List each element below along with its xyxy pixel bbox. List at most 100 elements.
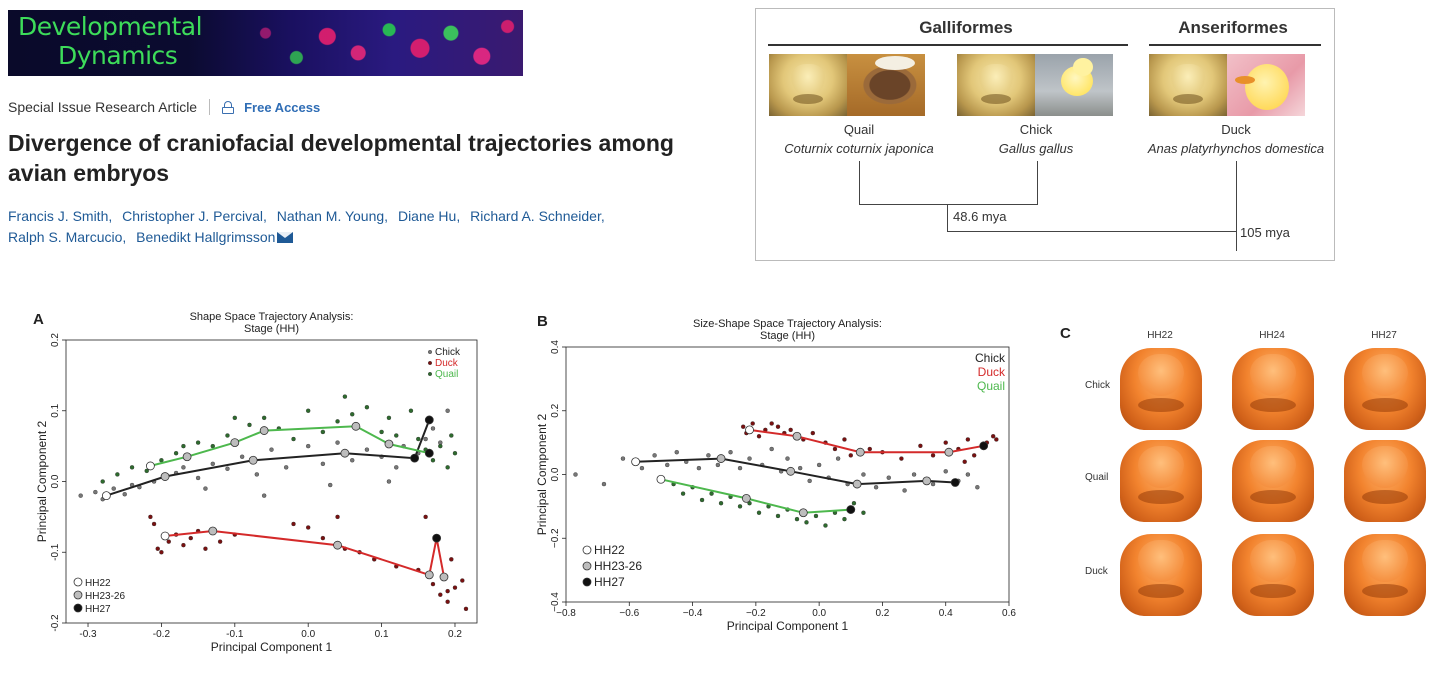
data-point-duck bbox=[445, 599, 450, 604]
data-point-chick bbox=[181, 465, 186, 470]
row-label: Duck bbox=[1085, 566, 1108, 577]
legend-marker bbox=[428, 371, 433, 376]
data-point-chick bbox=[807, 478, 812, 484]
data-point-quail bbox=[449, 433, 454, 438]
data-point-chick bbox=[430, 426, 436, 431]
data-point-duck bbox=[943, 440, 948, 445]
plot-frame bbox=[65, 339, 478, 624]
author-link[interactable]: Diane Hu, bbox=[397, 208, 461, 224]
data-point-duck bbox=[148, 514, 153, 520]
data-point-quail bbox=[709, 491, 714, 496]
legend-marker bbox=[428, 350, 433, 355]
column-label: HH24 bbox=[1259, 330, 1285, 341]
x-tick-label: 0.4 bbox=[939, 608, 953, 619]
data-point-duck bbox=[769, 421, 774, 426]
legend-label: Quail bbox=[435, 369, 458, 380]
data-point-quail bbox=[335, 419, 340, 424]
species-name-chick: Chick bbox=[1019, 122, 1053, 137]
data-point-duck bbox=[990, 434, 996, 439]
data-point-chick bbox=[706, 453, 711, 458]
chick-skull-image bbox=[957, 54, 1035, 116]
data-point-duck bbox=[810, 430, 816, 436]
author-list: Francis J. Smith, Christopher J. Perciva… bbox=[8, 206, 648, 248]
trajectory-line-chick bbox=[635, 457, 956, 486]
stage-marker bbox=[101, 491, 111, 501]
stage-marker bbox=[852, 479, 862, 489]
author-link[interactable]: Christopher J. Percival, bbox=[122, 208, 267, 224]
order-label-galliformes: Galliformes bbox=[919, 18, 1013, 37]
data-point-duck bbox=[430, 581, 436, 587]
data-point-chick bbox=[769, 446, 774, 452]
data-point-chick bbox=[861, 472, 866, 477]
stage-marker bbox=[340, 448, 350, 458]
data-point-chick bbox=[195, 475, 201, 481]
legend-label: Quail bbox=[977, 379, 1005, 393]
data-point-chick bbox=[573, 472, 578, 477]
x-tick-label: 0.0 bbox=[812, 608, 826, 619]
data-point-duck bbox=[848, 453, 853, 458]
author-link[interactable]: Nathan M. Young, bbox=[276, 208, 389, 224]
data-point-chick bbox=[225, 466, 230, 471]
data-point-chick bbox=[261, 493, 267, 498]
data-point-quail bbox=[342, 394, 348, 399]
data-point-chick bbox=[328, 482, 333, 488]
data-point-quail bbox=[115, 472, 120, 477]
data-point-duck bbox=[445, 588, 450, 594]
data-point-duck bbox=[775, 424, 781, 429]
panel-label-b: B bbox=[537, 313, 548, 330]
data-point-chick bbox=[674, 449, 679, 455]
tree-branch bbox=[1037, 161, 1038, 204]
data-point-chick bbox=[445, 408, 450, 413]
data-point-quail bbox=[247, 422, 252, 428]
mail-icon[interactable] bbox=[277, 232, 294, 243]
data-point-quail bbox=[225, 433, 230, 438]
data-point-duck bbox=[930, 453, 936, 458]
data-point-quail bbox=[775, 513, 781, 519]
data-point-chick bbox=[747, 456, 752, 461]
free-access-badge[interactable]: Free Access bbox=[244, 99, 321, 115]
data-point-duck bbox=[449, 557, 454, 562]
data-point-chick bbox=[652, 453, 657, 458]
data-point-quail bbox=[452, 450, 458, 456]
author-link[interactable]: Benedikt Hallgrimsson bbox=[136, 229, 276, 245]
data-point-quail bbox=[232, 415, 238, 421]
legend-stage-marker bbox=[582, 561, 592, 571]
data-point-chick bbox=[930, 481, 936, 487]
stage-marker bbox=[182, 452, 192, 462]
data-point-chick bbox=[620, 456, 626, 461]
journal-banner[interactable]: Developmental Dynamics bbox=[8, 10, 523, 76]
data-point-duck bbox=[320, 535, 326, 541]
data-point-duck bbox=[305, 525, 311, 530]
data-point-duck bbox=[750, 421, 755, 426]
data-point-duck bbox=[438, 592, 443, 597]
skull-render-image bbox=[1120, 440, 1202, 522]
stage-marker bbox=[741, 494, 751, 503]
data-point-chick bbox=[943, 469, 948, 474]
data-point-chick bbox=[364, 447, 370, 452]
data-point-chick bbox=[78, 493, 83, 498]
tree-branch bbox=[1236, 161, 1237, 251]
data-point-duck bbox=[994, 437, 999, 442]
skull-render-image bbox=[1344, 348, 1426, 430]
data-point-quail bbox=[680, 491, 686, 496]
data-point-duck bbox=[965, 437, 971, 442]
data-point-quail bbox=[804, 520, 809, 525]
stage-marker bbox=[792, 431, 802, 441]
data-point-chick bbox=[335, 440, 340, 445]
author-link[interactable]: Ralph S. Marcucio, bbox=[8, 229, 127, 245]
author-link[interactable]: Richard A. Schneider, bbox=[470, 208, 605, 224]
x-tick-label: -0.2 bbox=[153, 629, 171, 640]
species-name-quail: Quail bbox=[843, 122, 875, 137]
data-point-quail bbox=[291, 436, 296, 442]
data-point-quail bbox=[699, 497, 705, 503]
data-point-quail bbox=[364, 405, 370, 410]
chick-bird-image bbox=[1035, 54, 1113, 116]
data-point-quail bbox=[851, 500, 857, 506]
tree-branch bbox=[947, 204, 948, 232]
journal-name-line-2: Dynamics bbox=[58, 41, 178, 70]
data-point-chick bbox=[696, 465, 702, 471]
x-tick-label: 0.2 bbox=[448, 629, 462, 640]
author-link[interactable]: Francis J. Smith, bbox=[8, 208, 113, 224]
trajectory-line-quail bbox=[660, 478, 851, 514]
data-point-quail bbox=[379, 429, 384, 435]
